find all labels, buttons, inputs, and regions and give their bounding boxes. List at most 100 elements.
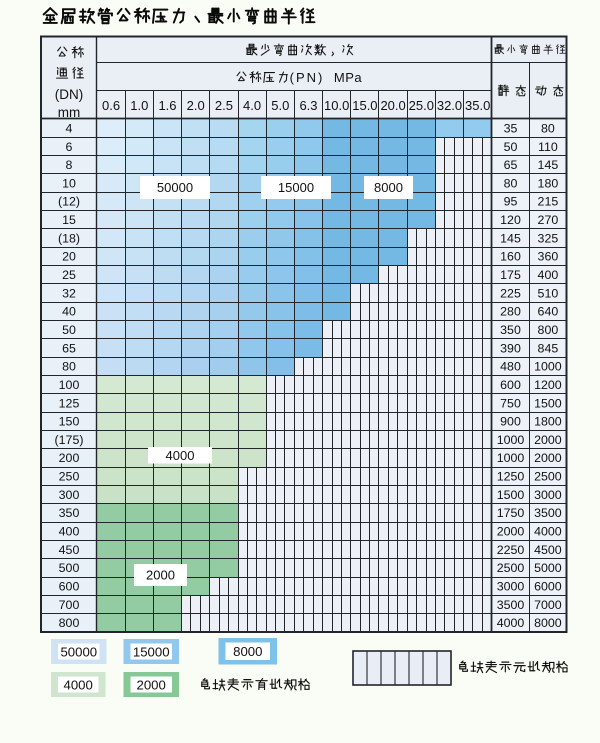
svg-text:50: 50 bbox=[504, 140, 518, 154]
svg-text:1200: 1200 bbox=[534, 378, 562, 392]
svg-text:1750: 1750 bbox=[497, 506, 525, 520]
svg-text:50000: 50000 bbox=[60, 644, 97, 659]
svg-text:1000: 1000 bbox=[497, 433, 525, 447]
svg-text:32: 32 bbox=[62, 286, 76, 300]
svg-text:80: 80 bbox=[504, 176, 518, 190]
svg-text:32.0: 32.0 bbox=[437, 98, 462, 113]
svg-text:2.0: 2.0 bbox=[187, 98, 205, 113]
svg-text:2000: 2000 bbox=[137, 677, 166, 692]
svg-text:2500: 2500 bbox=[497, 561, 525, 575]
svg-text:80: 80 bbox=[541, 122, 555, 136]
svg-text:3000: 3000 bbox=[534, 488, 562, 502]
svg-text:2000: 2000 bbox=[497, 525, 525, 539]
svg-text:400: 400 bbox=[59, 525, 80, 539]
svg-text:1800: 1800 bbox=[534, 415, 562, 429]
svg-text:1500: 1500 bbox=[497, 488, 525, 502]
svg-text:40: 40 bbox=[62, 305, 76, 319]
svg-text:20: 20 bbox=[62, 250, 76, 264]
svg-text:25.0: 25.0 bbox=[409, 98, 434, 113]
svg-text:900: 900 bbox=[500, 415, 521, 429]
svg-text:750: 750 bbox=[500, 396, 521, 410]
svg-text:35.0: 35.0 bbox=[465, 98, 490, 113]
svg-text:50000: 50000 bbox=[157, 180, 193, 195]
svg-text:180: 180 bbox=[538, 176, 559, 190]
svg-text:(18): (18) bbox=[58, 231, 80, 245]
svg-text:15: 15 bbox=[62, 213, 76, 227]
svg-text:6: 6 bbox=[66, 140, 73, 154]
svg-text:175: 175 bbox=[500, 268, 521, 282]
svg-text:225: 225 bbox=[500, 286, 521, 300]
svg-text:145: 145 bbox=[500, 231, 521, 245]
svg-text:(12): (12) bbox=[58, 195, 80, 209]
svg-text:700: 700 bbox=[59, 598, 80, 612]
svg-text:400: 400 bbox=[538, 268, 559, 282]
svg-text:8000: 8000 bbox=[534, 616, 562, 630]
svg-text:10.0: 10.0 bbox=[324, 98, 349, 113]
svg-text:3500: 3500 bbox=[497, 598, 525, 612]
svg-text:5000: 5000 bbox=[534, 561, 562, 575]
svg-text:15.0: 15.0 bbox=[352, 98, 377, 113]
svg-text:110: 110 bbox=[538, 140, 558, 154]
svg-text:MPa: MPa bbox=[334, 70, 363, 85]
svg-text:5.0: 5.0 bbox=[271, 98, 289, 113]
svg-text:1000: 1000 bbox=[534, 360, 562, 374]
svg-text:3000: 3000 bbox=[497, 580, 525, 594]
svg-text:100: 100 bbox=[59, 378, 80, 392]
svg-text:(PN): (PN) bbox=[290, 70, 325, 85]
svg-text:8: 8 bbox=[66, 158, 73, 172]
svg-text:1500: 1500 bbox=[534, 396, 562, 410]
svg-text:(DN): (DN) bbox=[55, 87, 84, 102]
svg-text:300: 300 bbox=[59, 488, 80, 502]
svg-text:4000: 4000 bbox=[534, 525, 562, 539]
svg-text:390: 390 bbox=[500, 341, 521, 355]
svg-text:50: 50 bbox=[62, 323, 76, 337]
svg-text:4: 4 bbox=[66, 122, 73, 136]
svg-text:4500: 4500 bbox=[534, 543, 562, 557]
svg-text:325: 325 bbox=[538, 231, 559, 245]
svg-text:150: 150 bbox=[59, 415, 80, 429]
svg-text:4.0: 4.0 bbox=[243, 98, 261, 113]
svg-text:65: 65 bbox=[504, 158, 518, 172]
svg-text:200: 200 bbox=[59, 451, 80, 465]
svg-text:(175): (175) bbox=[55, 433, 84, 447]
svg-text:6.3: 6.3 bbox=[299, 98, 317, 113]
svg-text:845: 845 bbox=[538, 341, 559, 355]
svg-text:6000: 6000 bbox=[534, 580, 562, 594]
svg-text:800: 800 bbox=[59, 616, 80, 630]
svg-text:2000: 2000 bbox=[534, 433, 562, 447]
svg-text:2250: 2250 bbox=[497, 543, 525, 557]
svg-text:360: 360 bbox=[538, 250, 559, 264]
svg-text:1.0: 1.0 bbox=[130, 98, 148, 113]
svg-text:250: 250 bbox=[59, 470, 80, 484]
svg-text:10: 10 bbox=[62, 176, 76, 190]
svg-text:270: 270 bbox=[538, 213, 559, 227]
svg-text:1.6: 1.6 bbox=[158, 98, 176, 113]
svg-text:2.5: 2.5 bbox=[215, 98, 233, 113]
svg-text:480: 480 bbox=[500, 360, 521, 374]
svg-text:4000: 4000 bbox=[497, 616, 525, 630]
svg-text:mm: mm bbox=[58, 105, 81, 120]
svg-text:450: 450 bbox=[59, 543, 80, 557]
svg-text:35: 35 bbox=[504, 122, 518, 136]
svg-text:120: 120 bbox=[500, 213, 521, 227]
svg-text:510: 510 bbox=[538, 286, 559, 300]
svg-text:20.0: 20.0 bbox=[380, 98, 405, 113]
svg-text:280: 280 bbox=[500, 305, 521, 319]
svg-text:160: 160 bbox=[500, 250, 521, 264]
svg-text:15000: 15000 bbox=[133, 644, 170, 659]
svg-text:15000: 15000 bbox=[278, 180, 314, 195]
svg-text:2000: 2000 bbox=[146, 568, 175, 583]
svg-text:95: 95 bbox=[504, 195, 518, 209]
svg-text:640: 640 bbox=[538, 305, 559, 319]
svg-text:4000: 4000 bbox=[166, 448, 195, 463]
svg-text:65: 65 bbox=[62, 341, 76, 355]
svg-text:7000: 7000 bbox=[534, 598, 562, 612]
svg-text:2500: 2500 bbox=[534, 470, 562, 484]
svg-text:8000: 8000 bbox=[374, 180, 403, 195]
svg-text:2000: 2000 bbox=[534, 451, 562, 465]
svg-text:500: 500 bbox=[59, 561, 80, 575]
svg-text:215: 215 bbox=[538, 195, 559, 209]
svg-text:125: 125 bbox=[59, 396, 80, 410]
svg-text:350: 350 bbox=[59, 506, 80, 520]
svg-text:145: 145 bbox=[538, 158, 559, 172]
